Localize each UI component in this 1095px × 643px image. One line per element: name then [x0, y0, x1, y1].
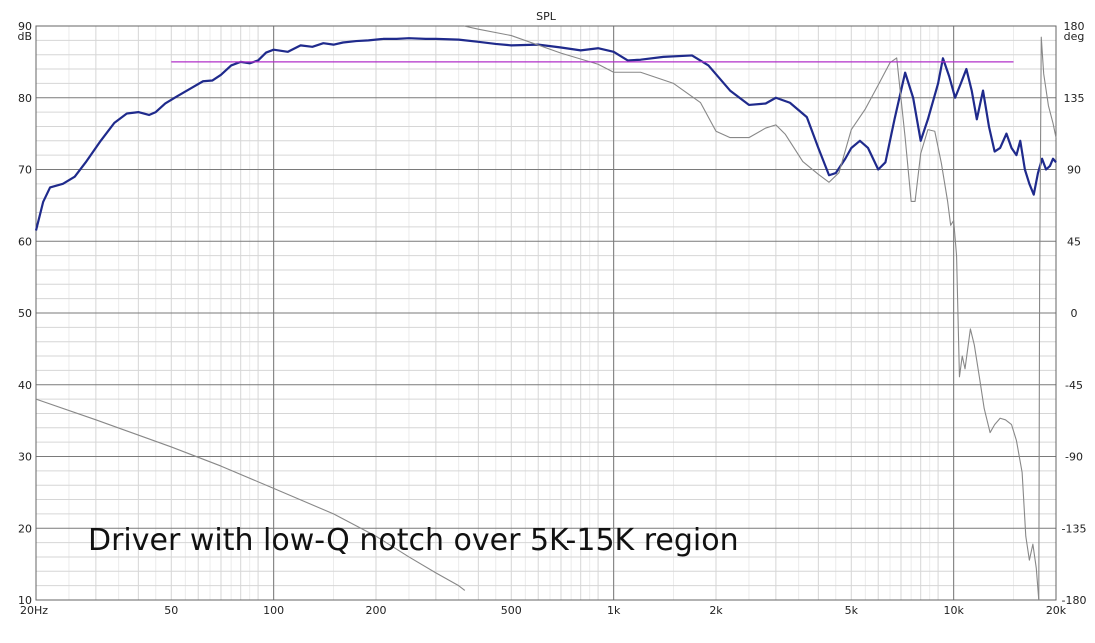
chart-title: SPL	[536, 10, 557, 23]
y-tick-label: 40	[18, 379, 32, 392]
phase-curve	[463, 25, 1040, 601]
y2-tick-label: -135	[1062, 522, 1087, 535]
major-grid	[35, 25, 1057, 601]
spl-curve	[34, 37, 1057, 231]
x-tick-label: 20Hz	[20, 604, 48, 617]
plot-frame	[35, 25, 1057, 601]
y2-axis-label: deg	[1064, 30, 1085, 43]
tick-labels: 20Hz 50 100 200 500 1k 2k 5k 10k 20k9080706050403…	[18, 20, 1086, 617]
y2-tick-label: 135	[1064, 92, 1085, 105]
y2-tick-label: -45	[1065, 379, 1083, 392]
x-tick-label: 500	[501, 604, 522, 617]
y2-tick-label: -180	[1062, 594, 1087, 607]
phase-curve	[35, 398, 466, 591]
y-tick-label: 20	[18, 522, 32, 535]
y-tick-label: 10	[18, 594, 32, 607]
phase-curve	[1038, 36, 1057, 601]
x-tick-label: 50	[164, 604, 178, 617]
x-tick-label: 200	[366, 604, 387, 617]
y2-tick-label: 0	[1071, 307, 1078, 320]
y2-tick-label: 90	[1067, 164, 1081, 177]
x-tick-label: 1k	[607, 604, 621, 617]
y-axis-label: dB	[17, 30, 32, 43]
x-tick-label: 100	[263, 604, 284, 617]
y-tick-label: 30	[18, 451, 32, 464]
y-tick-label: 80	[18, 92, 32, 105]
y2-tick-label: 180	[1064, 20, 1085, 33]
y2-tick-label: -90	[1065, 451, 1083, 464]
y-tick-label: 50	[18, 307, 32, 320]
y2-tick-label: 45	[1067, 235, 1081, 248]
x-tick-label: 2k	[709, 604, 723, 617]
y-tick-label: 60	[18, 235, 32, 248]
chart-caption: Driver with low-Q notch over 5K-15K regi…	[88, 523, 739, 558]
x-tick-label: 20k	[1046, 604, 1067, 617]
x-tick-label: 10k	[943, 604, 964, 617]
y-tick-label: 70	[18, 164, 32, 177]
series-layer	[34, 25, 1057, 601]
y-tick-label: 90	[18, 20, 32, 33]
x-tick-label: 5k	[845, 604, 859, 617]
